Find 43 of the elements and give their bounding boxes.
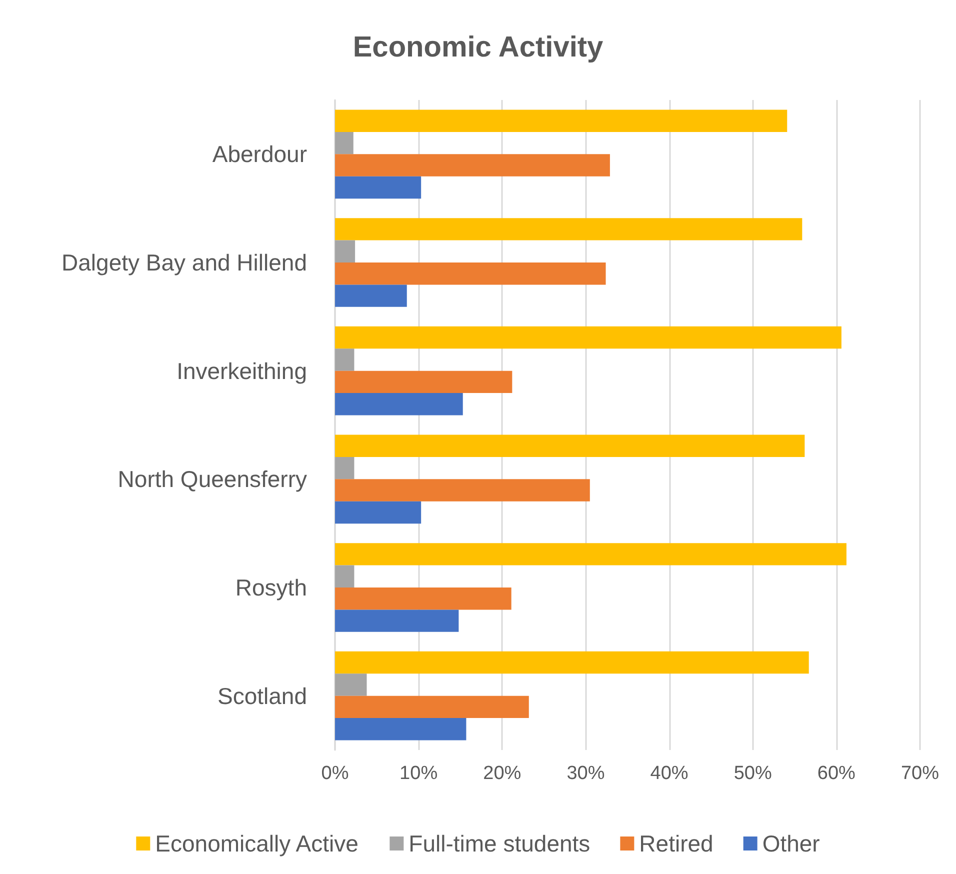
bar (335, 674, 367, 696)
y-tick-label: Dalgety Bay and Hillend (62, 250, 307, 276)
bar (335, 218, 802, 240)
x-tick-label: 20% (483, 763, 522, 784)
bar (335, 240, 356, 262)
y-tick-label: North Queensferry (118, 466, 308, 492)
bar (335, 284, 407, 307)
bar (335, 110, 788, 132)
y-tick-label: Rosyth (235, 574, 307, 600)
bar (335, 588, 512, 610)
legend-label: Full-time students (408, 830, 590, 856)
chart-title: Economic Activity (352, 32, 604, 64)
bar (335, 651, 809, 674)
bar (335, 565, 354, 588)
y-tick-label: Inverkeithing (176, 358, 307, 384)
x-tick-label: 30% (566, 763, 605, 784)
bar (335, 434, 805, 457)
bar (335, 348, 354, 371)
bar (335, 696, 529, 718)
bar (335, 479, 590, 502)
bar (335, 132, 354, 154)
legend-label: Retired (639, 830, 714, 856)
y-tick-label: Aberdour (212, 141, 308, 168)
bar (335, 456, 354, 480)
x-tick-label: 0% (321, 763, 349, 784)
bar (335, 370, 512, 394)
bar (335, 176, 422, 199)
x-tick-label: 40% (650, 763, 688, 784)
bar (335, 154, 610, 176)
bar (335, 543, 846, 566)
y-tick-label: Scotland (217, 682, 307, 709)
bar (335, 718, 466, 740)
bar (335, 501, 422, 524)
bar (335, 610, 459, 632)
x-tick-label: 50% (734, 763, 772, 784)
x-tick-label: 60% (817, 763, 856, 784)
bar (335, 326, 842, 349)
x-tick-label: 70% (900, 763, 940, 784)
bar (335, 393, 463, 416)
bar (335, 262, 606, 285)
legend-label: Other (762, 830, 820, 856)
x-tick-label: 10% (400, 763, 438, 784)
legend-label: Economically Active (155, 830, 358, 856)
